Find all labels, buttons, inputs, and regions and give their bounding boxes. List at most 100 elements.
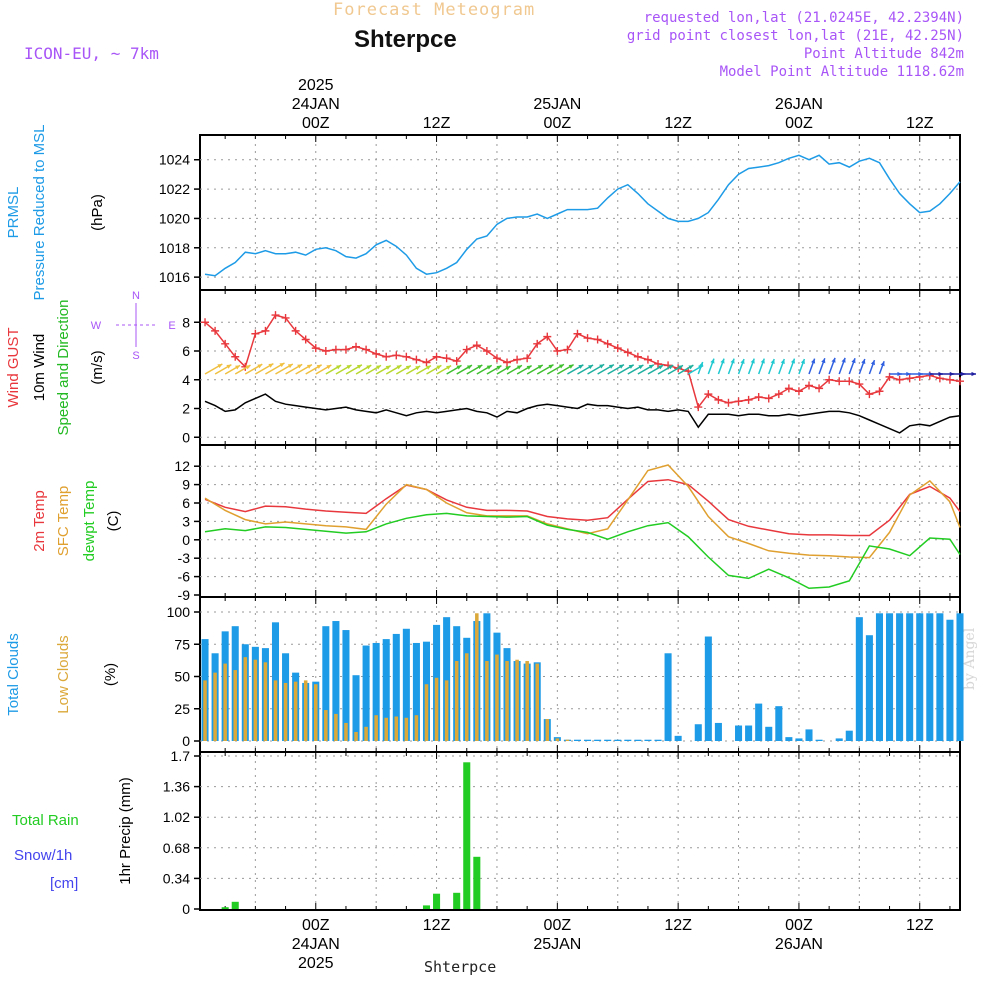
ylabel-wind: (m/s) xyxy=(89,350,106,384)
bar-total-cloud xyxy=(765,726,773,741)
ylabel-clouds: Low Clouds xyxy=(55,635,72,713)
ytick-label-pressure: 1018 xyxy=(159,240,190,256)
bar-low-cloud xyxy=(314,684,318,741)
wind-arrow-head xyxy=(217,364,223,369)
wind-arrow-head xyxy=(699,361,704,367)
compass-s: S xyxy=(132,350,139,362)
gust-marker xyxy=(603,339,612,348)
bar-low-cloud xyxy=(334,713,338,741)
time-label-top: 26JAN xyxy=(775,96,823,113)
wind-arrow-head xyxy=(638,365,644,370)
wind-arrow-head xyxy=(870,360,875,366)
ylabel-temperature: (C) xyxy=(105,511,122,532)
ytick-label-precip: 1.7 xyxy=(171,748,191,764)
ylabel-clouds: (%) xyxy=(102,663,119,686)
gridpoint-coords: grid point closest lon,lat (21E, 42.25N) xyxy=(626,28,964,44)
gust-marker xyxy=(382,352,391,361)
ylabel-temperature: dewpt Temp xyxy=(81,481,98,562)
wind-arrow-head xyxy=(588,365,594,370)
gust-marker xyxy=(321,347,330,355)
gust-marker xyxy=(271,311,280,320)
wind-arrow-head xyxy=(336,365,342,370)
gust-marker xyxy=(392,351,401,360)
gust-marker xyxy=(503,358,512,367)
model-label: ICON-EU, ~ 7km xyxy=(24,44,159,63)
watermark: by Angel xyxy=(962,627,978,690)
bar-total-cloud xyxy=(755,703,763,741)
wind-arrow-head xyxy=(800,358,805,364)
gust-marker xyxy=(885,372,894,381)
bar-total-cloud xyxy=(875,613,883,741)
wind-arrow-head xyxy=(851,358,856,364)
wind-arrow-head xyxy=(821,358,826,364)
wind-arrow-head xyxy=(831,357,836,363)
bar-total-cloud xyxy=(714,722,722,741)
gust-marker xyxy=(714,395,723,404)
ylabel-wind: Speed and Direction xyxy=(55,300,72,436)
wind-arrow-head xyxy=(425,365,431,370)
bar-total-cloud xyxy=(634,739,642,741)
bar-total-cloud xyxy=(835,738,843,741)
requested-coords: requested lon,lat (21.0245E, 42.2394N) xyxy=(643,10,964,26)
wind-arrow-head xyxy=(436,365,442,370)
gust-marker xyxy=(422,358,431,367)
bar-low-cloud xyxy=(535,663,539,741)
wind-arrow-head xyxy=(790,358,795,364)
bar-total-cloud xyxy=(402,628,410,741)
bar-total-cloud xyxy=(735,725,743,741)
bar-total-cloud xyxy=(745,725,753,741)
gust-marker xyxy=(895,375,904,384)
bar-low-cloud xyxy=(424,684,429,741)
wind-arrow-head xyxy=(811,358,816,364)
ytick-label-temperature: 6 xyxy=(182,495,190,511)
ytick-label-precip: 0.68 xyxy=(163,840,190,856)
ytick-label-pressure: 1016 xyxy=(159,269,190,285)
gust-marker xyxy=(372,349,381,358)
ytick-label-wind: 8 xyxy=(182,314,190,330)
wind-arrow-head xyxy=(346,365,352,370)
bar-total-cloud xyxy=(644,739,652,741)
wind-arrow-head xyxy=(537,365,543,370)
ytick-label-precip: 0 xyxy=(182,901,190,917)
ytick-label-precip: 1.36 xyxy=(163,779,190,795)
gust-marker xyxy=(654,359,663,368)
wind-arrow-head xyxy=(618,364,624,369)
bar-total-cloud xyxy=(362,645,370,741)
gust-marker xyxy=(825,375,834,384)
wind-arrow-head xyxy=(496,365,502,370)
wind-arrow-head xyxy=(486,365,492,370)
ytick-label-temperature: 12 xyxy=(174,458,190,474)
gust-marker xyxy=(945,375,954,384)
series-line-2m-temp xyxy=(204,478,961,537)
bar-total-cloud xyxy=(795,738,803,741)
ytick-label-pressure: 1020 xyxy=(159,210,190,226)
time-label-bottom: 24JAN xyxy=(292,936,340,953)
wind-arrow-head xyxy=(257,364,263,369)
gust-marker xyxy=(412,355,421,364)
time-label-bottom: 12Z xyxy=(664,917,692,934)
bar-total-cloud xyxy=(624,739,632,741)
bar-total-cloud xyxy=(322,626,330,741)
gust-marker xyxy=(331,345,340,354)
wind-arrow-head xyxy=(385,365,391,370)
ytick-label-temperature: 3 xyxy=(182,513,190,529)
bar-low-cloud xyxy=(354,731,358,741)
wind-arrow-head xyxy=(326,365,332,370)
gust-marker xyxy=(956,377,964,386)
time-label-bottom: 00Z xyxy=(544,917,572,934)
bar-low-cloud xyxy=(404,717,409,741)
bar-low-cloud xyxy=(545,719,550,741)
time-label-bottom: 25JAN xyxy=(533,936,581,953)
ytick-label-pressure: 1022 xyxy=(159,181,190,197)
gust-marker xyxy=(593,335,602,344)
wind-arrow-head xyxy=(235,365,241,370)
wind-arrow-head xyxy=(376,365,381,370)
ytick-label-clouds: 75 xyxy=(174,636,190,652)
gust-marker xyxy=(865,390,874,399)
bar-total-cloud xyxy=(332,621,340,741)
wind-arrow-head xyxy=(688,365,694,370)
wind-arrow-head xyxy=(558,364,564,369)
bar-low-cloud xyxy=(525,661,529,741)
gust-marker xyxy=(291,326,300,335)
